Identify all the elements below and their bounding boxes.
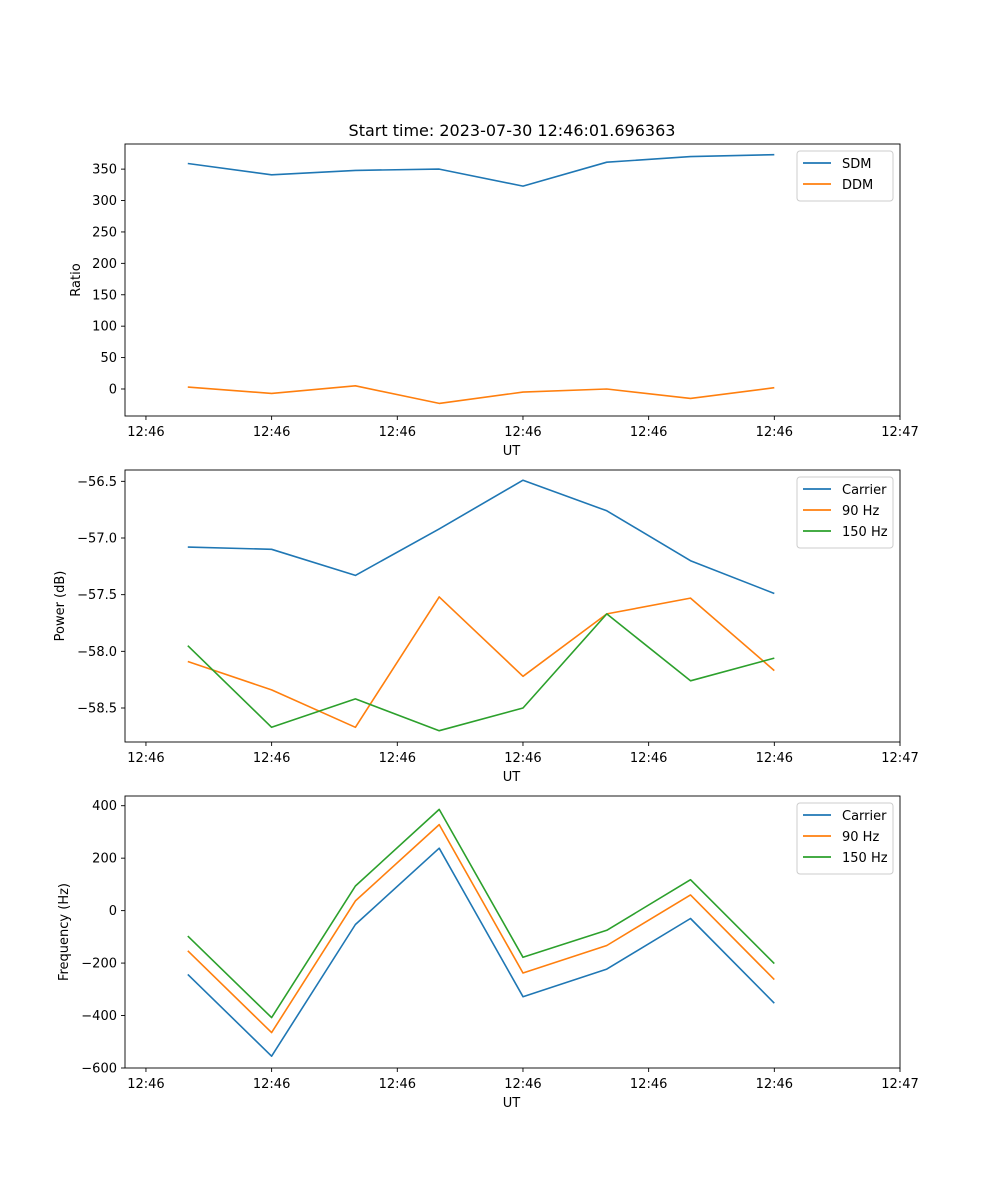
- x-tick-label: 12:46: [379, 425, 416, 440]
- x-tick-label: 12:46: [756, 751, 793, 766]
- series-line-150-hz: [187, 613, 775, 732]
- x-axis-label: UT: [503, 770, 521, 785]
- x-tick-label: 12:46: [756, 1077, 793, 1092]
- x-tick-label: 12:46: [253, 1077, 290, 1092]
- y-tick-label: −600: [81, 1062, 117, 1077]
- x-tick-label: 12:46: [504, 1077, 541, 1092]
- y-axis-label: Ratio: [69, 263, 84, 296]
- x-tick-label: 12:47: [881, 1077, 918, 1092]
- y-tick-label: −57.0: [77, 532, 117, 547]
- axes-frame: [124, 795, 901, 1069]
- x-tick-label: 12:46: [127, 1077, 164, 1092]
- y-tick-label: 300: [92, 194, 117, 209]
- x-tick-label: 12:46: [756, 425, 793, 440]
- legend-label: SDM: [842, 157, 871, 172]
- y-tick-label: −58.5: [77, 702, 117, 717]
- series-line-150-hz: [187, 808, 775, 1019]
- chart-3: 12:46 12:46 12:46 12:46 12:46 12:46 12:47 −600 −…: [57, 795, 919, 1111]
- y-tick-label: 350: [92, 163, 117, 178]
- legend-label: Carrier: [842, 809, 887, 824]
- legend-label: 150 Hz: [842, 525, 888, 540]
- x-axis-label: UT: [503, 444, 521, 459]
- x-tick-label: 12:46: [630, 1077, 667, 1092]
- legend-label: 90 Hz: [842, 504, 879, 519]
- y-tick-label: 200: [92, 852, 117, 867]
- x-tick-label: 12:46: [379, 751, 416, 766]
- x-tick-label: 12:46: [630, 751, 667, 766]
- figure-title: Start time: 2023-07-30 12:46:01.696363: [349, 121, 676, 140]
- y-axis-label: Power (dB): [53, 571, 68, 642]
- series-line-ddm: [187, 384, 775, 405]
- y-tick-label: 250: [92, 225, 117, 240]
- x-tick-label: 12:46: [379, 1077, 416, 1092]
- x-tick-label: 12:46: [127, 425, 164, 440]
- y-axis-label: Frequency (Hz): [57, 883, 72, 981]
- y-tick-label: −56.5: [77, 475, 117, 490]
- series-line-carrier: [187, 479, 775, 595]
- legend-label: 150 Hz: [842, 851, 888, 866]
- y-tick-label: −58.0: [77, 645, 117, 660]
- x-tick-label: 12:46: [630, 425, 667, 440]
- axes-frame: [124, 469, 901, 743]
- y-tick-label: 50: [100, 351, 117, 366]
- x-tick-label: 12:47: [881, 425, 918, 440]
- y-tick-label: −400: [81, 1009, 117, 1024]
- y-tick-label: 0: [109, 904, 117, 919]
- chart-1: 12:46 12:46 12:46 12:46 12:46 12:46 12:47 0 50 10…: [69, 143, 919, 459]
- y-tick-label: 150: [92, 288, 117, 303]
- series-line-sdm: [187, 153, 775, 187]
- series-line-carrier: [187, 847, 775, 1057]
- x-tick-label: 12:46: [504, 425, 541, 440]
- y-tick-label: 100: [92, 320, 117, 335]
- y-tick-label: 200: [92, 257, 117, 272]
- legend-label: 90 Hz: [842, 830, 879, 845]
- y-tick-label: −57.5: [77, 588, 117, 603]
- x-tick-label: 12:46: [504, 751, 541, 766]
- series-line-90-hz: [187, 596, 775, 729]
- y-tick-label: −200: [81, 957, 117, 972]
- legend-label: Carrier: [842, 483, 887, 498]
- series-line-90-hz: [187, 823, 775, 1034]
- x-tick-label: 12:46: [127, 751, 164, 766]
- x-axis-label: UT: [503, 1096, 521, 1111]
- axes-frame: [124, 143, 901, 417]
- y-tick-label: 400: [92, 799, 117, 814]
- x-tick-label: 12:46: [253, 751, 290, 766]
- x-tick-label: 12:46: [253, 425, 290, 440]
- legend-label: DDM: [842, 178, 873, 193]
- x-tick-label: 12:47: [881, 751, 918, 766]
- chart-2: 12:46 12:46 12:46 12:46 12:46 12:46 12:47 −58.5…: [53, 469, 919, 785]
- y-tick-label: 0: [109, 382, 117, 397]
